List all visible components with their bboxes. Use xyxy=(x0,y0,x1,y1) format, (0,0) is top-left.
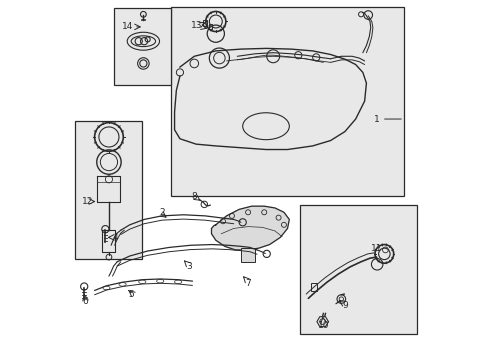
Text: 1: 1 xyxy=(373,114,379,123)
Text: 4: 4 xyxy=(112,233,118,242)
Text: 3: 3 xyxy=(185,262,191,271)
Text: 10: 10 xyxy=(317,321,328,330)
Text: 12: 12 xyxy=(81,197,93,206)
Polygon shape xyxy=(211,206,289,250)
Bar xyxy=(202,20,206,26)
Text: 7: 7 xyxy=(244,279,250,288)
Bar xyxy=(75,121,142,259)
Bar xyxy=(241,248,255,262)
Bar xyxy=(310,283,317,291)
Text: 8: 8 xyxy=(191,192,197,201)
Text: 5: 5 xyxy=(128,290,134,299)
Bar xyxy=(171,7,403,196)
Text: 13: 13 xyxy=(191,21,203,30)
Text: 6: 6 xyxy=(82,297,88,306)
Text: 9: 9 xyxy=(341,301,347,310)
Text: 2: 2 xyxy=(159,208,164,217)
Bar xyxy=(113,8,171,85)
Text: 14: 14 xyxy=(122,22,133,31)
Bar xyxy=(208,24,212,29)
Bar xyxy=(300,205,416,334)
Text: 11: 11 xyxy=(371,244,382,253)
